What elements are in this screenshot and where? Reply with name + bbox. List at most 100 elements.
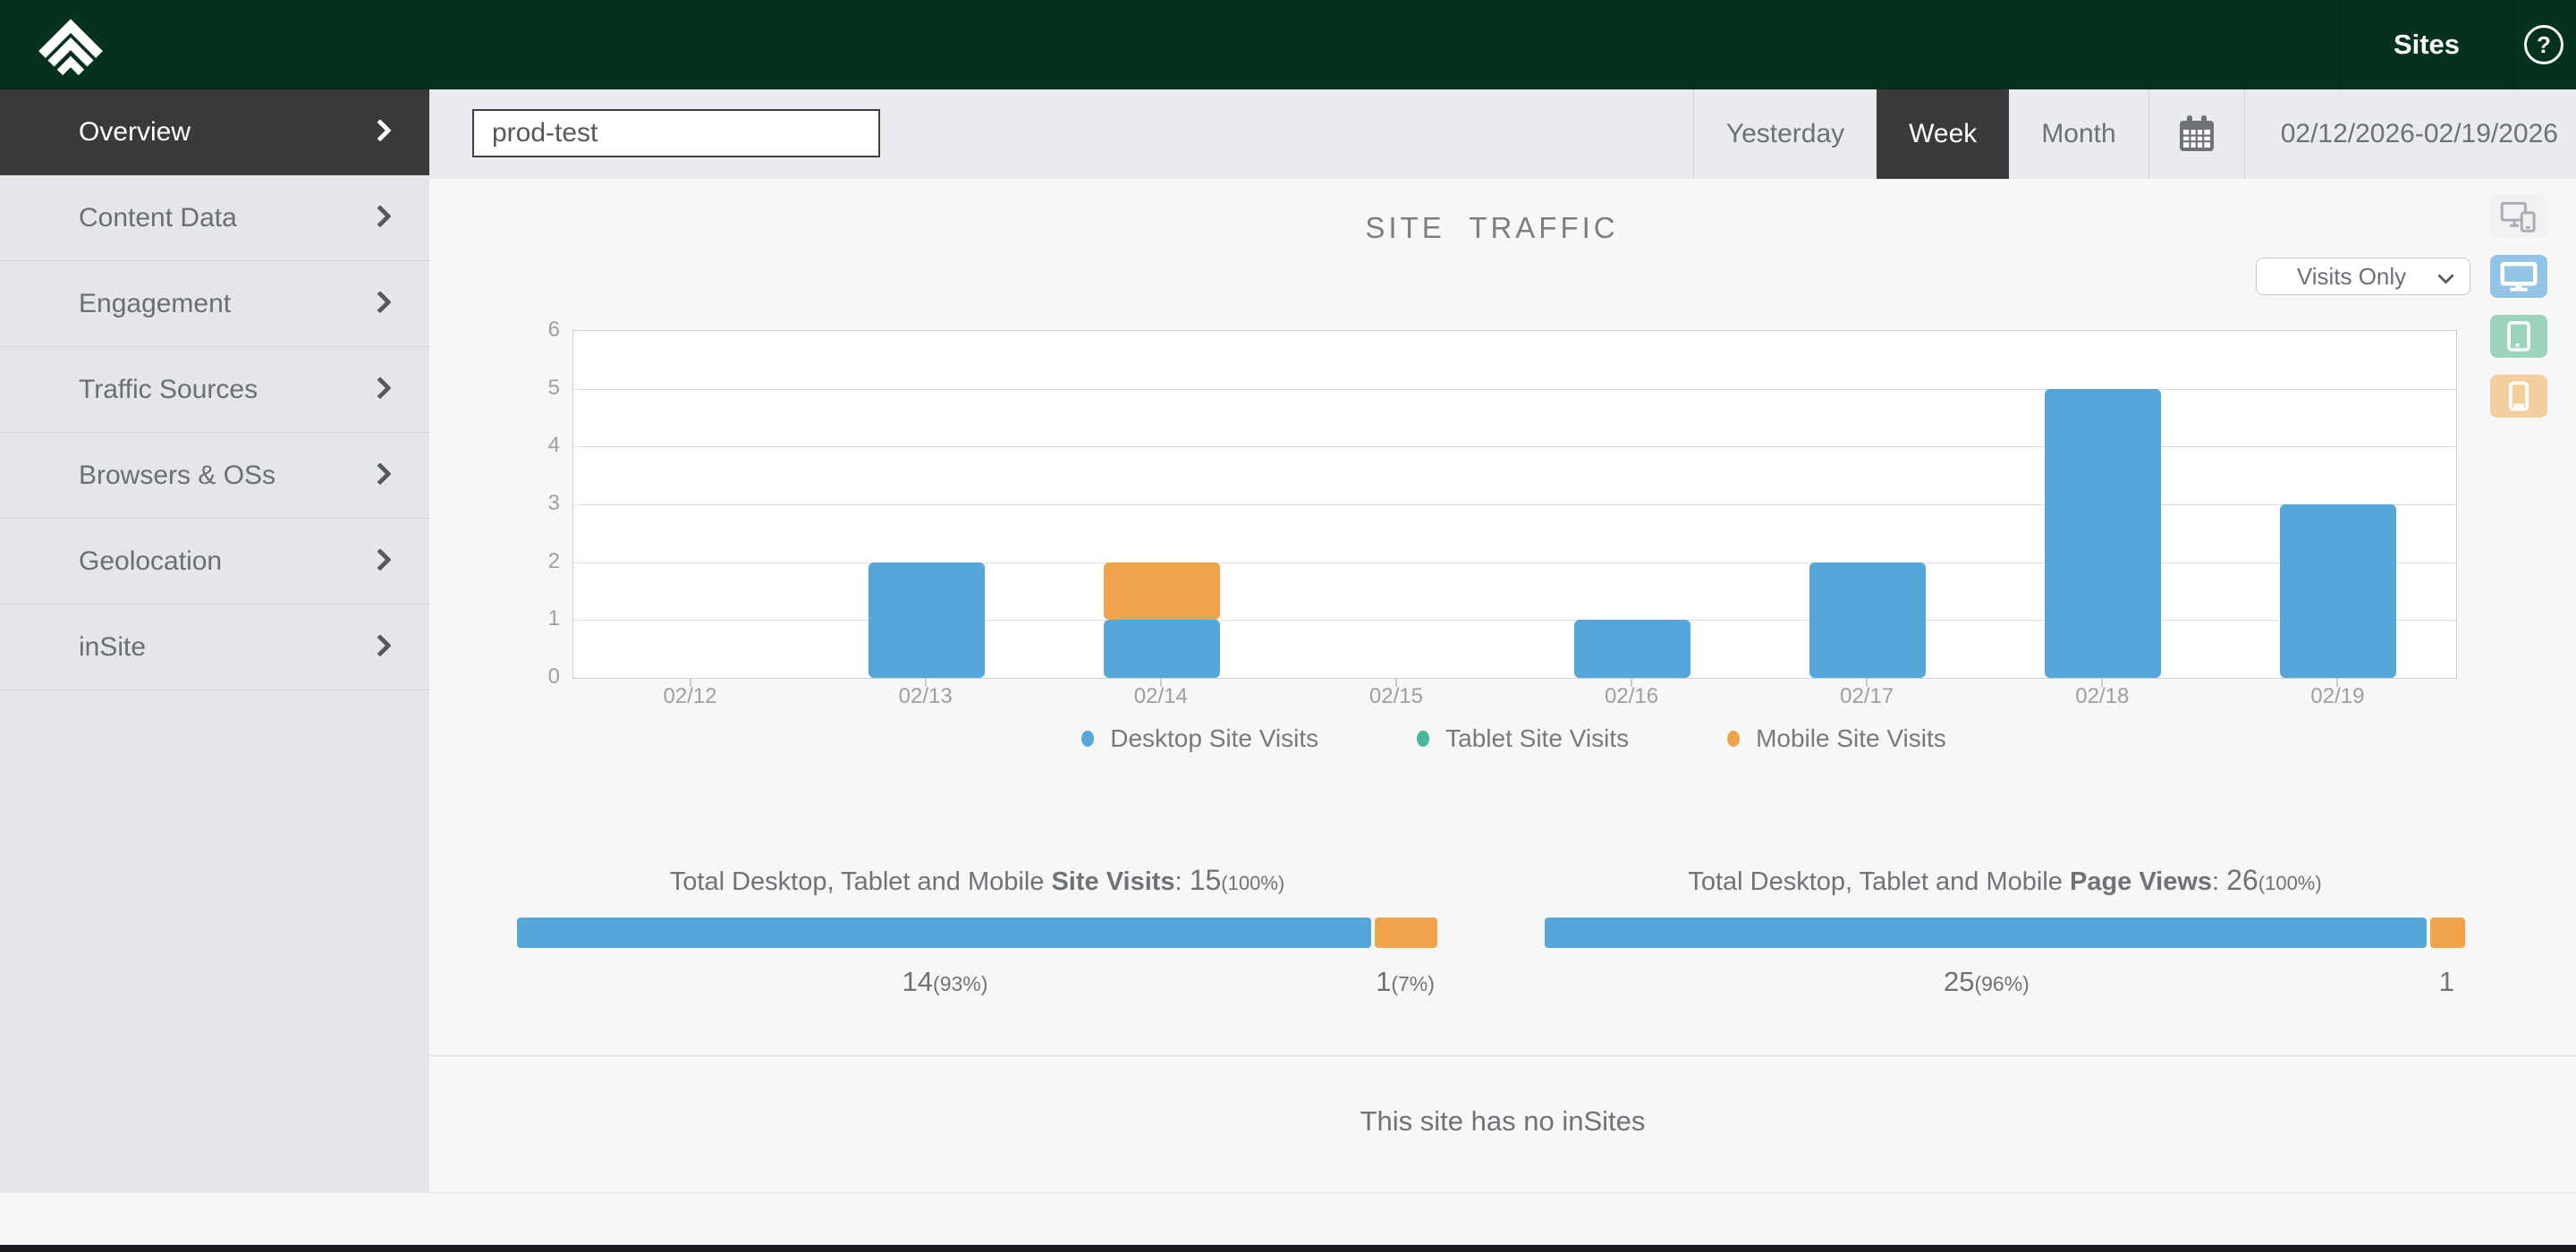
sidebar-item-label: Browsers & OSs bbox=[79, 460, 276, 490]
legend-label: Desktop Site Visits bbox=[1110, 724, 1319, 752]
bar-segment-mobile-site-visits-02-14[interactable] bbox=[1103, 562, 1220, 621]
sidebar-item-geolocation[interactable]: Geolocation bbox=[0, 519, 429, 605]
x-axis-tick-label: 02/13 bbox=[898, 684, 953, 708]
total-title: Total Desktop, Tablet and Mobile Page Vi… bbox=[1688, 864, 2322, 896]
y-axis-tick-label: 6 bbox=[547, 317, 560, 342]
sidebar-item-label: Overview bbox=[79, 116, 191, 147]
y-axis-tick-label: 3 bbox=[547, 491, 560, 515]
x-axis-tick bbox=[1631, 678, 1633, 687]
insites-empty-message: This site has no inSites bbox=[1360, 1105, 1646, 1137]
x-axis-tick-label: 02/17 bbox=[1840, 684, 1894, 708]
desktop-toggle-button[interactable] bbox=[2490, 255, 2547, 298]
chevrons-logo-icon bbox=[38, 19, 103, 76]
all-devices-icon bbox=[2500, 201, 2536, 233]
chevron-right-icon bbox=[369, 461, 392, 486]
bar-segment-desktop-site-visits-02-18[interactable] bbox=[2045, 388, 2162, 678]
legend-label: Mobile Site Visits bbox=[1756, 724, 1946, 752]
sidebar-item-engagement[interactable]: Engagement bbox=[0, 261, 429, 347]
range-button-month[interactable]: Month bbox=[2009, 89, 2148, 179]
segment-value-label: 1(7%) bbox=[1376, 966, 1435, 997]
range-button-yesterday[interactable]: Yesterday bbox=[1694, 89, 1877, 179]
x-axis-tick-label: 02/19 bbox=[2310, 684, 2365, 708]
site-visits-total: Total Desktop, Tablet and Mobile Site Vi… bbox=[517, 860, 1437, 1000]
bar-segment-desktop-site-visits-02-17[interactable] bbox=[1809, 562, 1927, 678]
mobile-toggle-button[interactable] bbox=[2490, 375, 2547, 418]
x-axis-tick bbox=[924, 678, 927, 687]
legend-item-tablet-site-visits[interactable]: Tablet Site Visits bbox=[1417, 724, 1629, 753]
x-axis-tick bbox=[2336, 678, 2339, 687]
gridline bbox=[573, 446, 2456, 448]
chevron-right-icon bbox=[369, 118, 392, 142]
x-axis-tick bbox=[689, 678, 691, 687]
chevron-right-icon bbox=[369, 633, 392, 657]
legend-dot-icon bbox=[1081, 731, 1095, 747]
y-axis-tick-label: 4 bbox=[547, 433, 560, 458]
sidebar-item-label: Content Data bbox=[79, 202, 237, 233]
gridline bbox=[573, 620, 2456, 622]
divider bbox=[2243, 89, 2245, 179]
metric-select-value: Visits Only bbox=[2296, 262, 2407, 290]
range-buttons: Yesterday Week Month bbox=[1694, 89, 2148, 179]
legend-item-mobile-site-visits[interactable]: Mobile Site Visits bbox=[1727, 724, 1946, 753]
site-search-input[interactable] bbox=[472, 109, 880, 157]
sidebar-navigation: Overview Content Data Engagement Traffic So… bbox=[0, 89, 429, 1192]
x-axis-tick bbox=[1866, 678, 1868, 687]
all-devices-toggle-button[interactable] bbox=[2490, 195, 2547, 238]
gridline bbox=[573, 388, 2456, 390]
sidebar-item-traffic-sources[interactable]: Traffic Sources bbox=[0, 347, 429, 433]
device-toggle-column bbox=[2490, 195, 2547, 435]
segment-value-label: 14(93%) bbox=[902, 966, 988, 997]
sidebar-item-browsers-oss[interactable]: Browsers & OSs bbox=[0, 433, 429, 519]
divider bbox=[1692, 89, 1694, 179]
x-axis-tick-label: 02/18 bbox=[2075, 684, 2130, 708]
y-axis-tick-label: 5 bbox=[547, 375, 560, 400]
total-stacked-bar bbox=[1545, 918, 2465, 948]
date-range-controls: Yesterday Week Month 02/12/2026-02/19/2026 bbox=[1692, 89, 2576, 179]
gridline bbox=[573, 504, 2456, 505]
mobile-phone-icon bbox=[2509, 381, 2529, 411]
tablet-toggle-button[interactable] bbox=[2490, 315, 2547, 358]
x-axis-tick-label: 02/15 bbox=[1368, 684, 1423, 708]
total-bar-segment[interactable] bbox=[1545, 918, 2427, 948]
total-bar-segment[interactable] bbox=[517, 918, 1371, 948]
help-button[interactable]: ? bbox=[2524, 25, 2563, 64]
total-title: Total Desktop, Tablet and Mobile Site Vi… bbox=[669, 864, 1285, 896]
site-traffic-chart bbox=[572, 330, 2457, 679]
bar-segment-desktop-site-visits-02-14[interactable] bbox=[1103, 620, 1220, 678]
y-axis-tick-label: 0 bbox=[547, 664, 560, 689]
range-button-week[interactable]: Week bbox=[1877, 89, 2010, 179]
x-axis-tick-label: 02/12 bbox=[663, 684, 717, 708]
sidebar-item-insite[interactable]: inSite bbox=[0, 605, 429, 690]
selected-date-range[interactable]: 02/12/2026-02/19/2026 bbox=[2280, 119, 2558, 148]
section-divider bbox=[429, 1055, 2576, 1056]
legend-dot-icon bbox=[1727, 731, 1741, 747]
y-axis-tick-label: 1 bbox=[547, 606, 560, 631]
total-bar-segment[interactable] bbox=[2429, 918, 2465, 948]
segment-value-label: 1 bbox=[2438, 966, 2455, 997]
footer-band bbox=[0, 1192, 2576, 1245]
chevron-down-icon bbox=[2437, 267, 2454, 284]
legend-dot-icon bbox=[1417, 731, 1430, 747]
sidebar-item-overview[interactable]: Overview bbox=[0, 89, 429, 175]
y-axis-tick-label: 2 bbox=[547, 548, 560, 573]
chevron-right-icon bbox=[369, 547, 392, 571]
bar-segment-desktop-site-visits-02-19[interactable] bbox=[2280, 504, 2397, 678]
bar-segment-desktop-site-visits-02-13[interactable] bbox=[868, 562, 985, 678]
footer-dark-bar bbox=[0, 1245, 2576, 1252]
app-logo-icon[interactable] bbox=[38, 13, 104, 76]
chart-title: SITE TRAFFIC bbox=[1365, 211, 1619, 244]
total-bar-segment[interactable] bbox=[1374, 918, 1437, 948]
question-mark-icon: ? bbox=[2537, 30, 2551, 58]
total-stacked-bar bbox=[517, 918, 1437, 948]
sites-nav-tab[interactable]: Sites bbox=[2340, 0, 2513, 89]
chevron-right-icon bbox=[369, 204, 392, 228]
top-navigation-bar: Sites ? bbox=[0, 0, 2576, 89]
x-axis-tick-label: 02/16 bbox=[1605, 684, 1659, 708]
legend-item-desktop-site-visits[interactable]: Desktop Site Visits bbox=[1081, 724, 1318, 753]
sidebar-item-label: Geolocation bbox=[79, 546, 223, 576]
bar-segment-desktop-site-visits-02-16[interactable] bbox=[1574, 620, 1691, 678]
metric-select[interactable]: Visits Only bbox=[2256, 258, 2470, 295]
calendar-button[interactable] bbox=[2149, 89, 2244, 179]
sites-nav-label: Sites bbox=[2393, 29, 2461, 60]
sidebar-item-content-data[interactable]: Content Data bbox=[0, 175, 429, 261]
